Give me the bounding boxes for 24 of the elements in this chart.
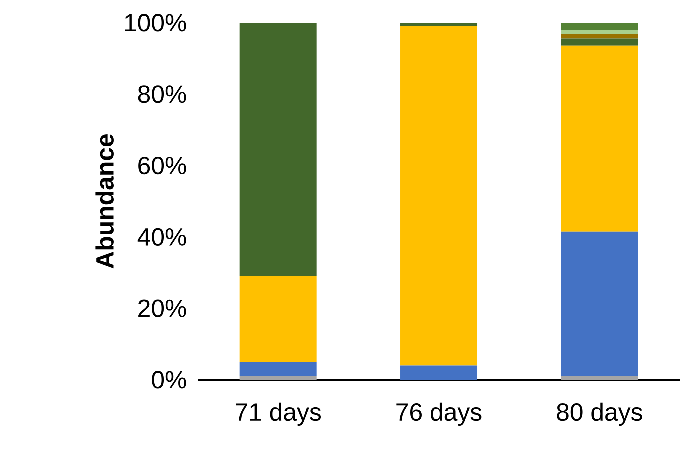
bar bbox=[561, 22, 638, 30]
y-tick-label: 100% bbox=[125, 14, 186, 32]
bar bbox=[561, 232, 638, 376]
x-tick-label: 71 days bbox=[236, 402, 322, 426]
bar bbox=[561, 376, 638, 380]
bar bbox=[561, 38, 638, 46]
y-tick-label: 0% bbox=[152, 371, 186, 389]
y-tick-label: 20% bbox=[138, 300, 186, 318]
bar bbox=[240, 376, 317, 380]
bar bbox=[561, 34, 638, 39]
x-tick-label: 80 days bbox=[557, 402, 642, 426]
bar bbox=[400, 366, 478, 380]
bar bbox=[400, 26, 478, 366]
y-axis-title: Abundance bbox=[96, 134, 114, 269]
y-tick-label: 80% bbox=[138, 86, 186, 104]
y-tick-label: 40% bbox=[138, 228, 186, 246]
bar bbox=[400, 22, 478, 27]
x-tick-label: 76 days bbox=[396, 402, 482, 426]
bar bbox=[561, 30, 638, 34]
y-tick-label: 60% bbox=[138, 156, 186, 175]
bar bbox=[240, 362, 317, 376]
bar bbox=[240, 276, 317, 362]
bar bbox=[561, 46, 638, 232]
bar bbox=[240, 22, 317, 276]
